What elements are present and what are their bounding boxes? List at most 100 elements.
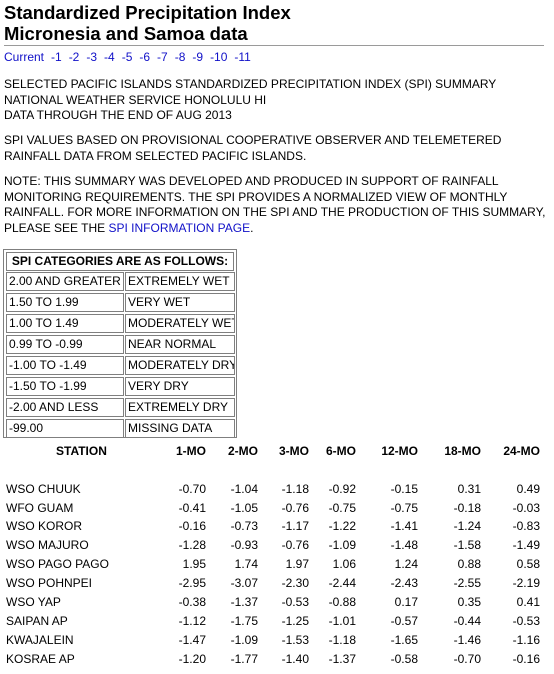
spi-value-12-mo: -1.65 [390, 633, 418, 647]
nav-link-minus-7[interactable]: -7 [157, 50, 168, 64]
spi-value-12-mo: -0.57 [390, 614, 418, 628]
spi-value-18-mo: -1.46 [453, 633, 481, 647]
spi-value-6-mo: -2.44 [328, 576, 356, 590]
month-nav: Current -1 -2 -3 -4 -5 -6 -7 -8 -9 -10 -11 [4, 50, 258, 64]
spi-categories-header: SPI CATEGORIES ARE AS FOLLOWS: [6, 252, 234, 271]
spi-value-24-mo: -0.53 [512, 614, 540, 628]
note-line-2: MONITORING REQUIREMENTS. THE SPI PROVIDE… [4, 189, 508, 204]
category-range-cell: -1.50 TO -1.99 [6, 377, 124, 396]
station-name: SAIPAN AP [6, 614, 68, 628]
category-range-cell: 1.50 TO 1.99 [6, 293, 124, 312]
category-label-cell: MODERATELY WET [125, 314, 235, 333]
table-row: KWAJALEIN -1.47 -1.09 -1.53 -1.18 -1.65 … [0, 632, 554, 648]
page-title-line-2: Micronesia and Samoa data [4, 23, 248, 44]
category-label-cell: MISSING DATA [125, 419, 235, 438]
summary-paragraph: SELECTED PACIFIC ISLANDS STANDARDIZED PR… [4, 77, 496, 124]
spi-value-24-mo: -1.49 [512, 538, 540, 552]
note-line-4-prefix: PLEASE SEE THE [4, 220, 109, 235]
spi-value-18-mo: -2.55 [453, 576, 481, 590]
nav-link-minus-8[interactable]: -8 [174, 50, 186, 64]
spi-value-12-mo: 1.24 [394, 557, 418, 571]
nav-link-minus-2[interactable]: -2 [68, 50, 80, 64]
spi-value-12-mo: -1.48 [390, 538, 418, 552]
station-name: WSO YAP [6, 595, 61, 609]
note-line-3: RAINFALL. FOR MORE INFORMATION ON THE SP… [4, 205, 546, 219]
spi-value-6-mo: -0.92 [328, 482, 356, 496]
category-range-cell: -1.00 TO -1.49 [6, 356, 124, 375]
nav-link-minus-6[interactable]: -6 [139, 50, 151, 64]
spi-value-12-mo: -2.43 [390, 576, 418, 590]
spi-value-24-mo: 0.49 [516, 482, 540, 496]
spi-value-18-mo: -1.58 [453, 538, 481, 552]
nav-link-minus-11[interactable]: -11 [234, 50, 251, 64]
table-row: WFO GUAM -0.41 -1.05 -0.76 -0.75 -0.75 -… [0, 500, 554, 516]
column-header-station: STATION [56, 444, 107, 458]
spi-value-1-mo: -2.95 [178, 576, 206, 590]
spi-value-24-mo: -0.03 [512, 501, 540, 515]
note-line-1: NOTE: THIS SUMMARY WAS DEVELOPED AND PRO… [4, 174, 499, 188]
spi-value-24-mo: 0.41 [516, 595, 540, 609]
column-header-6-mo: 6-MO [326, 444, 356, 458]
spi-value-2-mo: -1.37 [230, 595, 258, 609]
table-row: WSO KOROR -0.16 -0.73 -1.17 -1.22 -1.41 … [0, 518, 554, 534]
nav-link-current[interactable]: Current [4, 50, 45, 64]
column-header-18-mo: 18-MO [444, 444, 481, 458]
nav-link-minus-10[interactable]: -10 [210, 50, 228, 64]
spi-value-1-mo: -1.12 [178, 614, 206, 628]
spi-value-3-mo: -1.17 [281, 519, 309, 533]
column-header-3-mo: 3-MO [279, 444, 309, 458]
spi-value-6-mo: -1.18 [328, 633, 356, 647]
spi-value-2-mo: -1.05 [230, 501, 258, 515]
station-name: WSO PAGO PAGO [6, 557, 109, 571]
nav-link-minus-9[interactable]: -9 [192, 50, 204, 64]
spi-value-2-mo: -1.04 [230, 482, 258, 496]
category-range-cell: 1.00 TO 1.49 [6, 314, 124, 333]
spi-value-18-mo: 0.31 [457, 482, 481, 496]
nav-link-minus-1[interactable]: -1 [51, 50, 62, 64]
spi-categories-table: SPI CATEGORIES ARE AS FOLLOWS: 2.00 AND … [3, 249, 237, 438]
nav-link-minus-5[interactable]: -5 [121, 50, 133, 64]
spi-value-2-mo: -1.77 [230, 652, 258, 666]
spi-value-12-mo: -0.58 [390, 652, 418, 666]
spi-value-12-mo: -0.15 [390, 482, 418, 496]
station-name: KWAJALEIN [6, 633, 74, 647]
title-divider [4, 45, 544, 46]
note-paragraph: NOTE: THIS SUMMARY WAS DEVELOPED AND PRO… [4, 174, 545, 236]
spi-value-1-mo: -0.41 [178, 501, 206, 515]
spi-value-24-mo: -0.83 [512, 519, 540, 533]
spi-value-18-mo: -0.70 [453, 652, 481, 666]
station-name: WSO MAJURO [6, 538, 89, 552]
spi-value-1-mo: -1.47 [178, 633, 206, 647]
spi-value-12-mo: -0.75 [390, 501, 418, 515]
spi-value-18-mo: 0.35 [457, 595, 481, 609]
spi-value-3-mo: -0.53 [281, 595, 309, 609]
table-row: SAIPAN AP -1.12 -1.75 -1.25 -1.01 -0.57 … [0, 613, 554, 629]
spi-value-12-mo: 0.17 [394, 595, 418, 609]
spi-value-3-mo: -0.76 [281, 538, 309, 552]
spi-value-3-mo: 1.97 [285, 557, 309, 571]
station-name: WSO POHNPEI [6, 576, 93, 590]
spi-value-6-mo: -0.88 [328, 595, 356, 609]
table-row: WSO POHNPEI -2.95 -3.07 -2.30 -2.44 -2.4… [0, 575, 554, 591]
spi-information-link[interactable]: SPI INFORMATION PAGE [108, 220, 251, 235]
spi-value-1-mo: -0.16 [178, 519, 206, 533]
basis-line-2: RAINFALL DATA FROM SELECTED PACIFIC ISLA… [4, 148, 307, 163]
spi-value-1-mo: -1.28 [178, 538, 206, 552]
spi-value-3-mo: -2.30 [281, 576, 309, 590]
page-title: Standardized Precipitation Index Microne… [4, 2, 291, 44]
spi-value-24-mo: -1.16 [512, 633, 540, 647]
category-range-cell: -2.00 AND LESS [6, 398, 124, 417]
spi-value-24-mo: -2.19 [512, 576, 540, 590]
table-row: KOSRAE AP -1.20 -1.77 -1.40 -1.37 -0.58 … [0, 651, 554, 667]
nav-link-minus-4[interactable]: -4 [104, 50, 115, 64]
spi-value-2-mo: -3.07 [230, 576, 258, 590]
category-range-cell: 0.99 TO -0.99 [6, 335, 124, 354]
table-row: WSO CHUUK -0.70 -1.04 -1.18 -0.92 -0.15 … [0, 481, 554, 497]
spi-value-6-mo: -1.09 [328, 538, 356, 552]
spi-value-1-mo: -0.38 [178, 595, 206, 609]
station-name: WSO KOROR [6, 519, 83, 533]
spi-table-header-row: STATION 1-MO 2-MO 3-MO 6-MO 12-MO 18-MO … [0, 443, 554, 459]
nav-link-minus-3[interactable]: -3 [86, 50, 98, 64]
spi-value-6-mo: -0.75 [328, 501, 356, 515]
category-label-cell: VERY WET [125, 293, 235, 312]
